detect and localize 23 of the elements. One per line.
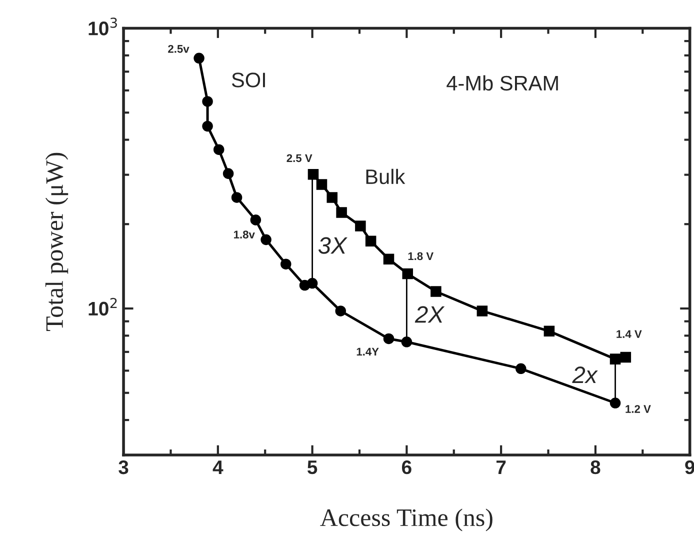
y-axis-title: Total power (μW) bbox=[45, 152, 68, 331]
annotation: 2.5 V bbox=[286, 154, 312, 162]
y-tick-label: 10$^{2}$ bbox=[88, 298, 117, 316]
annotation: 2x bbox=[572, 366, 598, 384]
x-axis-title: Access Time (ns) bbox=[320, 508, 492, 532]
series-label: Bulk bbox=[366, 168, 406, 184]
y-tick-label: 10$^{3}$ bbox=[88, 18, 117, 36]
annotation: 1.8 V bbox=[408, 252, 434, 260]
x-tick-label: 4 bbox=[212, 460, 224, 474]
x-tick-label: 5 bbox=[307, 460, 318, 474]
annotation: 1.4Y bbox=[356, 348, 379, 356]
annotation: 1.4 V bbox=[616, 330, 642, 338]
annotation: 1.8v bbox=[234, 230, 255, 239]
annotation: 2.5v bbox=[168, 44, 190, 53]
x-tick-label: 3 bbox=[118, 460, 128, 474]
annotation: 4-Mb SRAM bbox=[446, 75, 558, 91]
x-tick-label: 8 bbox=[590, 460, 600, 474]
annotation: 3X bbox=[318, 237, 348, 254]
annotation: 2X bbox=[414, 306, 445, 323]
x-tick-label: 7 bbox=[496, 460, 506, 474]
x-tick-label: 6 bbox=[402, 460, 412, 474]
series-label: SOI bbox=[232, 72, 265, 88]
annotation: 1.2 V bbox=[626, 405, 651, 413]
